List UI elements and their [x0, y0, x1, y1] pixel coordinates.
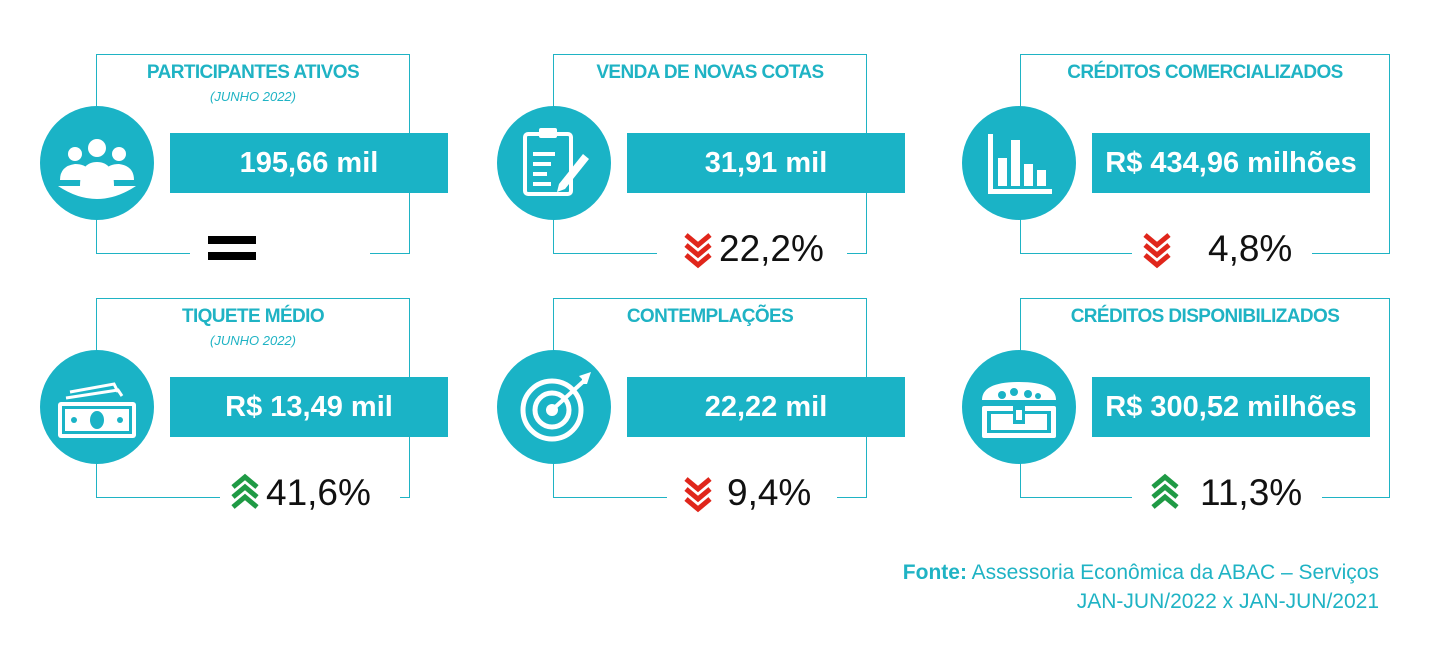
people-icon: [40, 106, 154, 220]
card-contemplacoes: CONTEMPLAÇÕES 22,22 mil 9,4%: [497, 298, 905, 518]
card-title: CRÉDITOS DISPONIBILIZADOS: [1070, 306, 1340, 327]
card-creditos-disponibilizados: CRÉDITOS DISPONIBILIZADOS R$ 300,52 milh…: [962, 298, 1390, 518]
equal-icon: [208, 236, 256, 262]
card-value: R$ 434,96 milhões: [1092, 133, 1370, 193]
change-value: 9,4%: [727, 472, 812, 513]
change-row: 41,6%: [230, 470, 371, 516]
change-value: 11,3%: [1200, 472, 1303, 513]
money-bills-icon: [40, 350, 154, 464]
change-row: 11,3%: [1150, 470, 1302, 516]
source-label: Fonte:: [902, 561, 967, 584]
card-value: R$ 300,52 milhões: [1092, 377, 1370, 437]
change-row: 9,4%: [683, 470, 811, 516]
card-title: PARTICIPANTES ATIVOS: [146, 62, 360, 83]
source-period: JAN-JUN/2022 x JAN-JUN/2021: [1076, 590, 1379, 613]
card-title: VENDA DE NOVAS COTAS: [596, 62, 824, 83]
double-chevron-up-icon: [230, 473, 260, 513]
bar-chart-icon: [962, 106, 1076, 220]
source-note: Fonte: Assessoria Econômica da ABAC – Se…: [903, 558, 1379, 616]
card-value: R$ 13,49 mil: [170, 377, 448, 437]
source-text: Assessoria Econômica da ABAC – Serviços: [971, 561, 1379, 584]
change-row: 4,8%: [1142, 226, 1292, 272]
card-creditos-comercializados: CRÉDITOS COMERCIALIZADOS R$ 434,96 milhõ…: [962, 54, 1390, 274]
card-participantes-ativos: PARTICIPANTES ATIVOS (JUNHO 2022) 195,66…: [40, 54, 448, 274]
card-subtitle: (JUNHO 2022): [210, 89, 296, 104]
card-title: TIQUETE MÉDIO: [181, 306, 325, 327]
card-title: CONTEMPLAÇÕES: [626, 306, 794, 327]
change-value: 41,6%: [266, 472, 371, 513]
double-chevron-down-icon: [683, 229, 713, 269]
target-icon: [497, 350, 611, 464]
card-subtitle: (JUNHO 2022): [210, 333, 296, 348]
treasure-chest-icon: [962, 350, 1076, 464]
card-venda-novas-cotas: VENDA DE NOVAS COTAS 31,91 mil 22,2%: [497, 54, 905, 274]
card-value: 31,91 mil: [627, 133, 905, 193]
card-title: CRÉDITOS COMERCIALIZADOS: [1067, 62, 1343, 83]
clipboard-pen-icon: [497, 106, 611, 220]
double-chevron-down-icon: [1142, 229, 1172, 269]
change-value: 4,8%: [1208, 228, 1293, 269]
change-row: 22,2%: [683, 226, 824, 272]
card-value: 195,66 mil: [170, 133, 448, 193]
change-value: 22,2%: [719, 228, 824, 269]
card-value: 22,22 mil: [627, 377, 905, 437]
double-chevron-up-icon: [1150, 473, 1180, 513]
card-tiquete-medio: TIQUETE MÉDIO (JUNHO 2022) R$ 13,49 mil …: [40, 298, 448, 518]
double-chevron-down-icon: [683, 473, 713, 513]
